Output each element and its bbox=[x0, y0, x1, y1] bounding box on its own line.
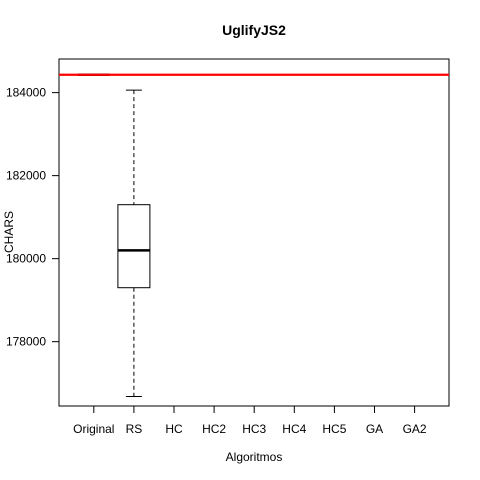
x-axis: Original RS HC HC2 HC3 HC4 HC5 GA GA2 bbox=[73, 405, 427, 436]
chart-title: UglifyJS2 bbox=[222, 22, 286, 38]
x-tick-label: GA2 bbox=[403, 422, 427, 436]
y-tick-label: 184000 bbox=[6, 86, 46, 100]
y-tick-label: 182000 bbox=[6, 169, 46, 183]
x-tick-label: HC bbox=[165, 422, 183, 436]
y-tick-label: 180000 bbox=[6, 252, 46, 266]
x-axis-label: Algoritmos bbox=[226, 450, 283, 464]
iqr-box bbox=[117, 204, 151, 289]
x-tick-label: RS bbox=[126, 422, 143, 436]
box-series bbox=[77, 73, 151, 397]
y-axis: 178000 180000 182000 184000 bbox=[6, 86, 60, 349]
x-tick-label: Original bbox=[73, 422, 114, 436]
x-tick-label: HC2 bbox=[202, 422, 226, 436]
x-tick-label: HC4 bbox=[282, 422, 306, 436]
y-axis-label: CHARS bbox=[2, 211, 16, 253]
y-tick-label: 178000 bbox=[6, 335, 46, 349]
x-tick-label: HC3 bbox=[242, 422, 266, 436]
x-tick-label: HC5 bbox=[322, 422, 346, 436]
x-tick-label: GA bbox=[366, 422, 383, 436]
box-rs bbox=[117, 89, 151, 397]
